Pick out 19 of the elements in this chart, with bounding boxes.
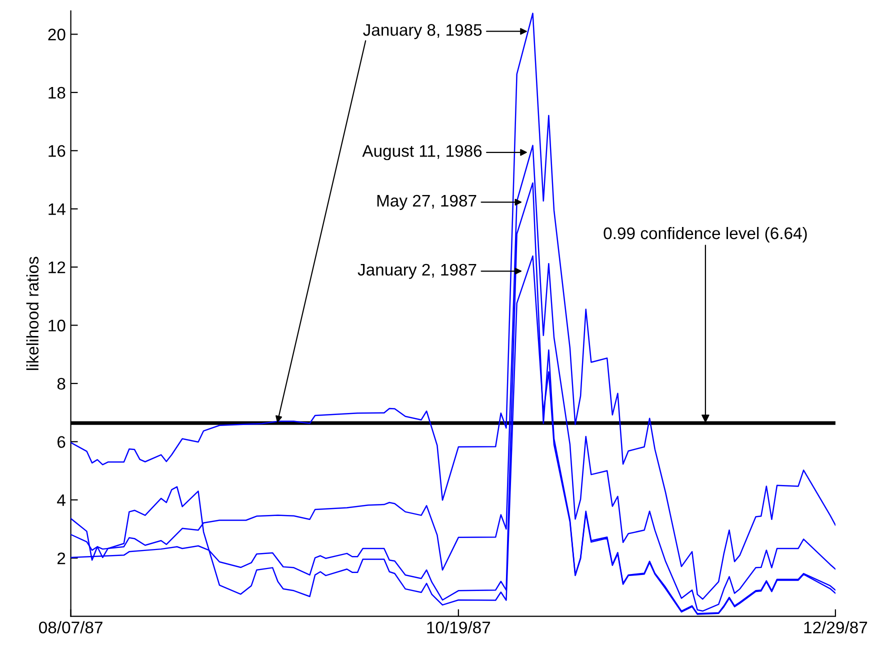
y-tick-label: 12 bbox=[48, 261, 66, 274]
annotation: August 11, 1986 bbox=[362, 145, 482, 160]
y-tick-label: 8 bbox=[57, 378, 66, 390]
y-axis-title: likelihood ratios bbox=[26, 256, 39, 370]
y-tick-label: 4 bbox=[57, 494, 66, 506]
x-tick-label: 08/07/87 bbox=[39, 621, 102, 634]
annotation: January 8, 1985 bbox=[363, 24, 482, 40]
ref-line-label: 0.99 confidence level (6.64) bbox=[604, 226, 807, 242]
annotation: May 27, 1987 bbox=[377, 194, 476, 210]
y-tick-label: 14 bbox=[48, 203, 66, 215]
y-tick-label: 20 bbox=[48, 28, 66, 40]
annotation: January 2, 1987 bbox=[358, 264, 476, 279]
x-tick-label: 10/19/87 bbox=[427, 621, 490, 634]
y-tick-label: 16 bbox=[48, 145, 66, 157]
x-tick-label: 12/29/87 bbox=[804, 621, 868, 634]
y-tick-label: 6 bbox=[58, 436, 66, 448]
y-tick-label: 18 bbox=[48, 86, 66, 99]
y-tick-label: 10 bbox=[48, 320, 66, 332]
y-tick-label: 2 bbox=[58, 552, 66, 564]
